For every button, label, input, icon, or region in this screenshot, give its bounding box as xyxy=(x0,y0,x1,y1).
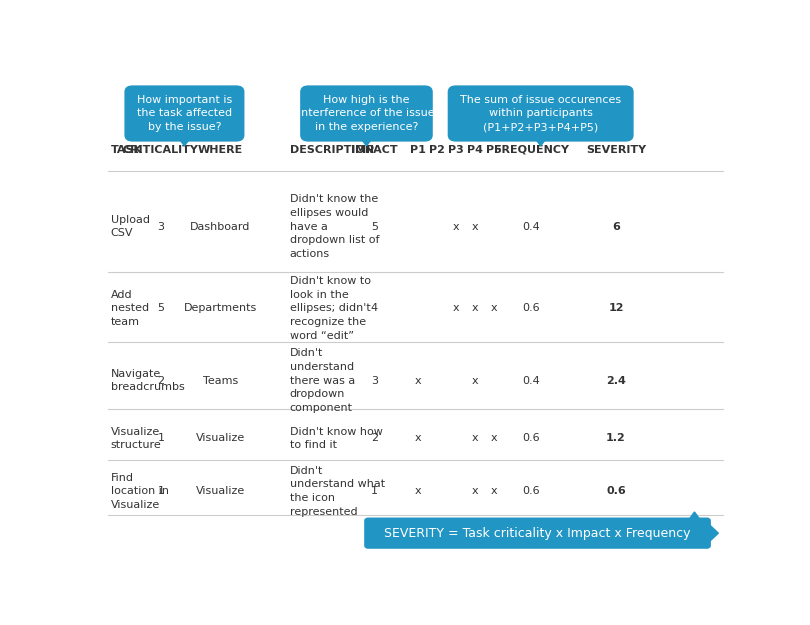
FancyBboxPatch shape xyxy=(301,86,432,141)
Text: Visualize
structure: Visualize structure xyxy=(111,426,161,450)
Text: Navigate
breadcrumbs: Navigate breadcrumbs xyxy=(111,369,185,392)
Text: WHERE: WHERE xyxy=(198,144,243,154)
Text: CRITICALITY: CRITICALITY xyxy=(123,144,198,154)
Text: 1: 1 xyxy=(371,486,377,496)
Polygon shape xyxy=(707,522,718,544)
Text: 3: 3 xyxy=(157,222,164,232)
Text: Find
location in
Visualize: Find location in Visualize xyxy=(111,472,168,510)
FancyBboxPatch shape xyxy=(364,518,710,548)
Polygon shape xyxy=(177,135,193,146)
Text: P1: P1 xyxy=(411,144,426,154)
Text: How important is
the task affected
by the issue?: How important is the task affected by th… xyxy=(137,95,232,132)
Text: x: x xyxy=(453,222,459,232)
Text: P2: P2 xyxy=(429,144,445,154)
Text: The sum of issue occurences
within participants
(P1+P2+P3+P4+P5): The sum of issue occurences within parti… xyxy=(460,95,621,132)
Text: x: x xyxy=(491,433,497,443)
FancyBboxPatch shape xyxy=(125,86,244,141)
Text: x: x xyxy=(472,376,479,386)
Text: Didn't
understand
there was a
dropdown
component: Didn't understand there was a dropdown c… xyxy=(290,348,355,413)
Text: DESCRIPTION: DESCRIPTION xyxy=(290,144,373,154)
FancyBboxPatch shape xyxy=(449,86,633,141)
Text: 6: 6 xyxy=(612,222,620,232)
Text: How high is the
interference of the issue
in the experience?: How high is the interference of the issu… xyxy=(298,95,435,132)
Text: IMPACT: IMPACT xyxy=(351,144,398,154)
Text: SEVERITY: SEVERITY xyxy=(586,144,646,154)
Text: Departments: Departments xyxy=(184,303,257,313)
Text: x: x xyxy=(472,433,479,443)
Text: SEVERITY = Task criticality x Impact x Frequency: SEVERITY = Task criticality x Impact x F… xyxy=(384,527,691,539)
Text: x: x xyxy=(415,376,421,386)
Text: 2: 2 xyxy=(157,376,164,386)
Text: Visualize: Visualize xyxy=(196,486,245,496)
Polygon shape xyxy=(688,512,701,521)
Text: 0.6: 0.6 xyxy=(522,486,540,496)
Text: 1: 1 xyxy=(157,433,164,443)
Text: x: x xyxy=(472,486,479,496)
Text: P5: P5 xyxy=(486,144,502,154)
Text: x: x xyxy=(491,303,497,313)
Text: Didn't know how
to find it: Didn't know how to find it xyxy=(290,426,382,450)
Text: 0.4: 0.4 xyxy=(522,376,540,386)
Text: Teams: Teams xyxy=(202,376,238,386)
Text: TASK: TASK xyxy=(111,144,143,154)
Text: x: x xyxy=(415,433,421,443)
Text: 12: 12 xyxy=(608,303,624,313)
Text: P4: P4 xyxy=(467,144,484,154)
Text: Didn't know the
ellipses would
have a
dropdown list of
actions: Didn't know the ellipses would have a dr… xyxy=(290,194,379,259)
Polygon shape xyxy=(532,135,549,146)
Text: 3: 3 xyxy=(371,376,377,386)
Text: 1: 1 xyxy=(157,486,164,496)
Text: 5: 5 xyxy=(371,222,377,232)
Text: Add
nested
team: Add nested team xyxy=(111,290,149,327)
Text: x: x xyxy=(453,303,459,313)
Text: Visualize: Visualize xyxy=(196,433,245,443)
Text: x: x xyxy=(415,486,421,496)
Text: P3: P3 xyxy=(448,144,464,154)
Text: Didn't know to
look in the
ellipses; didn't
recognize the
word “edit”: Didn't know to look in the ellipses; did… xyxy=(290,276,370,341)
Text: 2.4: 2.4 xyxy=(606,376,626,386)
Text: 5: 5 xyxy=(157,303,164,313)
Text: Dashboard: Dashboard xyxy=(190,222,251,232)
Text: 0.6: 0.6 xyxy=(606,486,626,496)
Polygon shape xyxy=(358,135,375,146)
Text: FREQUENCY: FREQUENCY xyxy=(494,144,569,154)
Text: 4: 4 xyxy=(371,303,378,313)
Text: 2: 2 xyxy=(371,433,378,443)
Text: Upload
CSV: Upload CSV xyxy=(111,215,150,238)
Text: x: x xyxy=(472,222,479,232)
Text: 0.6: 0.6 xyxy=(522,303,540,313)
Text: x: x xyxy=(472,303,479,313)
Text: 0.4: 0.4 xyxy=(522,222,540,232)
Text: 0.6: 0.6 xyxy=(522,433,540,443)
Text: 1.2: 1.2 xyxy=(606,433,626,443)
Text: x: x xyxy=(491,486,497,496)
Text: Didn't
understand what
the icon
represented: Didn't understand what the icon represen… xyxy=(290,466,385,517)
